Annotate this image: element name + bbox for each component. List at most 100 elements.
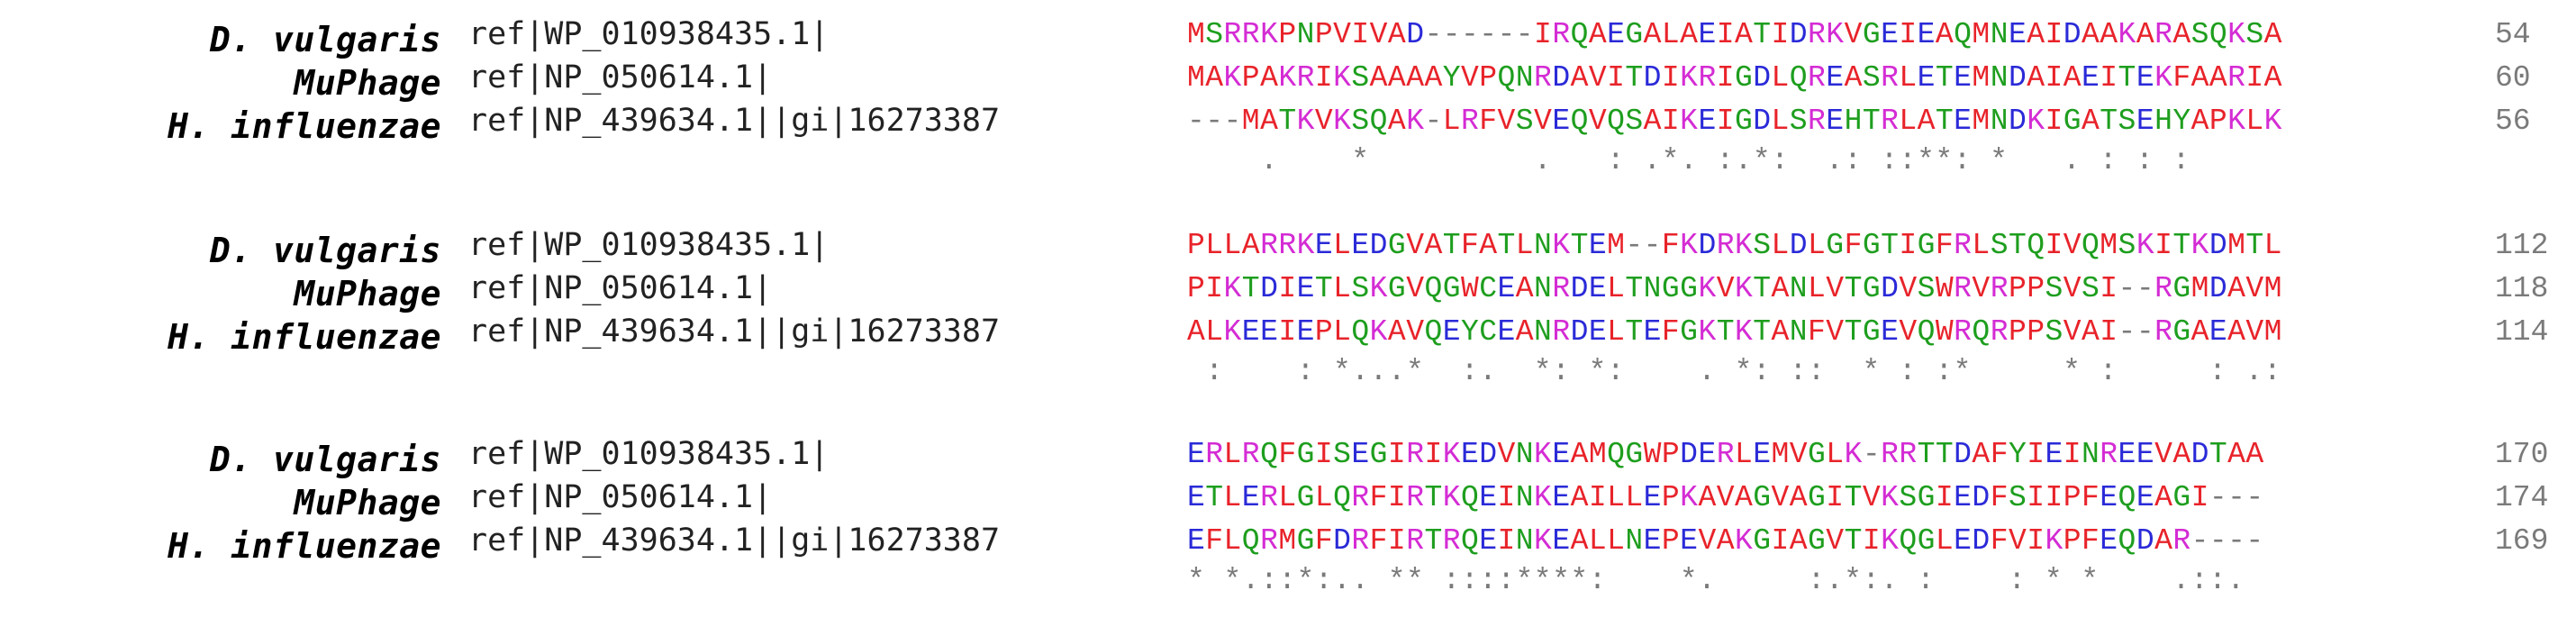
residue: N <box>1534 315 1553 349</box>
residue: L <box>1771 61 1790 95</box>
alignment-row: D. vulgaris ref|WP_010938435.1| MSRRKPNPVI… <box>0 14 2576 59</box>
residue: G <box>2172 272 2191 305</box>
consensus-row: . * . : .*. :.*: .: ::**: * . : : : <box>0 144 2576 187</box>
residue: N <box>1789 272 1809 305</box>
residue: G <box>2063 104 2082 138</box>
residue: K <box>1680 104 1699 138</box>
residue: A <box>1387 61 1407 95</box>
residue: Q <box>1260 438 1279 471</box>
residue: L <box>1515 229 1535 262</box>
residue: R <box>1460 104 1480 138</box>
residue: A <box>2172 438 2191 471</box>
residue: E <box>1442 315 1461 349</box>
residue: K <box>2191 229 2209 262</box>
residue: E <box>1588 315 1608 349</box>
residue: L <box>1442 104 1461 138</box>
residue: E <box>2136 61 2155 95</box>
residue: I <box>1278 272 1297 305</box>
sequence: ETLERLGLQRFIRTKQEINKEAILLEPKAVAGVAGITVKS… <box>1187 481 2264 514</box>
residue: L <box>1808 229 1827 262</box>
residue: E <box>1753 438 1772 471</box>
residue: N <box>1643 272 1662 305</box>
residue-count: 112 <box>2495 229 2549 262</box>
residue: I <box>2045 481 2064 514</box>
residue: R <box>1990 315 2009 349</box>
residue: E <box>1552 524 1571 558</box>
residue-count: 114 <box>2495 315 2549 349</box>
accession-id: ref|NP_050614.1| <box>468 479 773 515</box>
residue: I <box>1899 18 1918 51</box>
residue: R <box>1716 229 1735 262</box>
residue: E <box>1296 315 1315 349</box>
residue: R <box>1351 481 1370 514</box>
residue: R <box>1260 481 1279 514</box>
residue: L <box>1899 104 1918 138</box>
residue: S <box>1753 229 1772 262</box>
residue: P <box>2008 315 2027 349</box>
residue: K <box>1826 18 1845 51</box>
residue: V <box>1789 438 1809 471</box>
residue: - <box>1205 104 1224 138</box>
residue: I <box>1351 18 1370 51</box>
residue: S <box>2045 272 2064 305</box>
residue: A <box>1935 18 1955 51</box>
residue: V <box>1588 61 1608 95</box>
residue: S <box>2082 272 2100 305</box>
residue: L <box>1771 104 1790 138</box>
sequence: PLLARRKELEDGVATFATLNKTEM--FKDRKSLDLGFGTI… <box>1187 229 2282 262</box>
residue: D <box>1972 481 1991 514</box>
residue: Y <box>2172 104 2191 138</box>
residue: S <box>1333 438 1352 471</box>
residue: Q <box>1460 481 1480 514</box>
residue: N <box>1515 61 1535 95</box>
residue: A <box>2191 61 2209 95</box>
residue: R <box>1534 61 1553 95</box>
residue: S <box>1625 104 1644 138</box>
residue: F <box>1460 229 1480 262</box>
residue: R <box>1406 438 1425 471</box>
residue: V <box>2245 315 2264 349</box>
sequence: PIKTDIETLSKGVQGWCEANRDELTNGGKVKTANLVTGDV… <box>1187 272 2282 305</box>
residue: L <box>2263 229 2282 262</box>
residue: R <box>1351 524 1370 558</box>
residue: G <box>1862 18 1882 51</box>
residue: E <box>1643 315 1662 349</box>
residue: R <box>1552 272 1571 305</box>
residue: F <box>1278 438 1297 471</box>
residue: E <box>2045 438 2064 471</box>
residue: R <box>1808 18 1827 51</box>
residue-count: 174 <box>2495 481 2549 514</box>
residue: T <box>1442 229 1461 262</box>
residue: I <box>1278 315 1297 349</box>
residue: - <box>2191 524 2209 558</box>
residue: E <box>1643 524 1662 558</box>
residue: E <box>1187 481 1206 514</box>
residue: R <box>2154 315 2173 349</box>
residue: G <box>2172 481 2191 514</box>
residue: E <box>1698 18 1717 51</box>
sequence: MAKPAKRIKSAAAAYVPQNRDAVITDIKRIGDLQREASRL… <box>1187 61 2282 95</box>
residue: K <box>1223 61 1242 95</box>
residue: S <box>2045 315 2064 349</box>
residue: E <box>1954 104 1973 138</box>
species-name: D. vulgaris <box>209 20 441 59</box>
residue: K <box>2027 104 2045 138</box>
residue: K <box>1734 315 1754 349</box>
residue: Q <box>1607 438 1626 471</box>
residue: E <box>1479 524 1498 558</box>
residue: I <box>1716 61 1735 95</box>
residue: R <box>1808 104 1827 138</box>
residue: L <box>1588 524 1608 558</box>
residue: V <box>1314 104 1334 138</box>
residue: R <box>1552 18 1571 51</box>
residue: T <box>1844 272 1863 305</box>
residue: D <box>1643 61 1662 95</box>
residue: - <box>1442 18 1461 51</box>
consensus-line: : : *...* :. *: *: . *: :: * : :* * : : … <box>1187 355 2282 388</box>
residue: Q <box>2118 481 2136 514</box>
residue: G <box>1917 229 1936 262</box>
residue: L <box>1734 438 1754 471</box>
residue: K <box>1442 481 1461 514</box>
residue: E <box>1314 229 1334 262</box>
residue: G <box>1680 272 1699 305</box>
